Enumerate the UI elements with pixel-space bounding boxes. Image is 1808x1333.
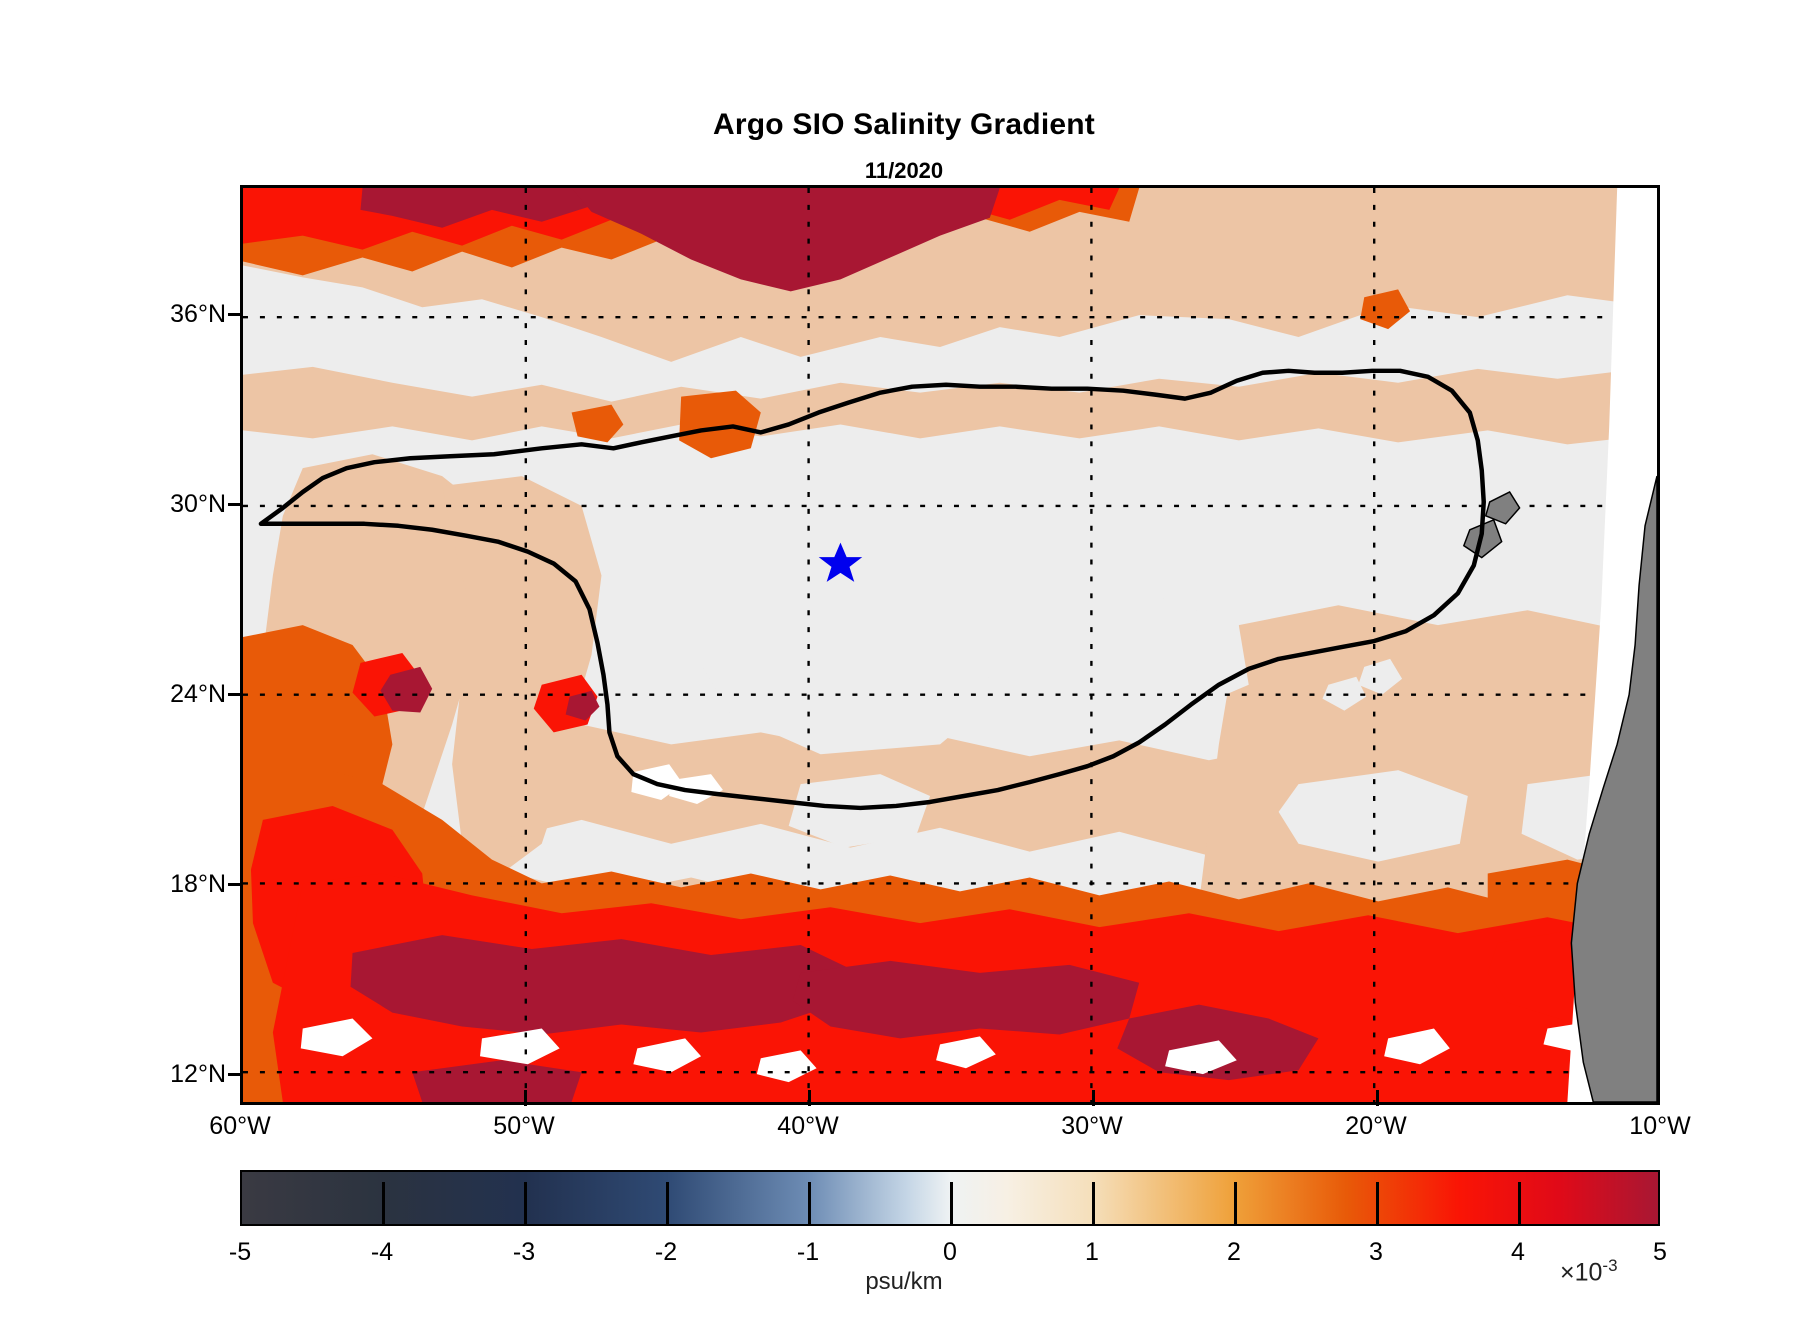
- land-island-1: [1484, 491, 1521, 525]
- xtick-label-60w: 60°W: [209, 1112, 271, 1140]
- colorbar-tick--2: [666, 1182, 669, 1226]
- xtick-mark-50w: [524, 1090, 527, 1106]
- salinity-boundary-contour: [258, 368, 1486, 811]
- colorbar-tick--4: [382, 1182, 385, 1226]
- colorbar-unit-label: psu/km: [865, 1268, 943, 1295]
- colorbar-label-2: 2: [1227, 1238, 1241, 1266]
- ytick-label-30n: 30°N: [170, 490, 226, 518]
- xtick-label-10w: 10°W: [1629, 1112, 1691, 1140]
- colorbar-label-5: 5: [1653, 1238, 1667, 1266]
- xtick-label-20w: 20°W: [1345, 1112, 1407, 1140]
- colorbar: [240, 1170, 1660, 1226]
- page-title: Argo SIO Salinity Gradient: [713, 108, 1095, 141]
- ytick-label-24n: 24°N: [170, 680, 226, 708]
- colorbar-label-1: 1: [1085, 1238, 1099, 1266]
- colorbar-label--2: -2: [654, 1238, 678, 1266]
- figure-subtitle: 11/2020: [864, 158, 944, 183]
- exponent-base: ×10: [1560, 1258, 1603, 1287]
- ytick-label-18n: 18°N: [170, 870, 226, 898]
- colorbar-label--4: -4: [370, 1238, 394, 1266]
- colorbar-tick--1: [808, 1182, 811, 1226]
- colorbar-label--3: -3: [512, 1238, 536, 1266]
- ytick-label-36n: 36°N: [170, 300, 226, 328]
- xtick-label-50w: 50°W: [493, 1112, 555, 1140]
- xtick-mark-40w: [808, 1090, 811, 1106]
- ytick-label-12n: 12°N: [170, 1060, 226, 1088]
- colorbar-label--1: -1: [796, 1238, 820, 1266]
- colorbar-tick-4: [1518, 1182, 1521, 1226]
- xtick-label-40w: 40°W: [777, 1112, 839, 1140]
- xtick-mark-20w: [1376, 1090, 1379, 1106]
- map-gridlines: [243, 188, 1657, 1102]
- xtick-mark-30w: [1092, 1090, 1095, 1106]
- colorbar-label-4: 4: [1511, 1238, 1525, 1266]
- station-marker-star: [818, 542, 863, 582]
- exponent-power: -3: [1602, 1256, 1618, 1275]
- xtick-label-30w: 30°W: [1061, 1112, 1123, 1140]
- colorbar-tick-1: [1092, 1182, 1095, 1226]
- land-polygon-africa: [1570, 475, 1657, 1102]
- ytick-mark-30n: [228, 503, 242, 506]
- map-land: [1462, 188, 1657, 1102]
- ytick-mark-18n: [228, 883, 242, 886]
- map-axes: [240, 185, 1660, 1105]
- colorbar-tick-2: [1234, 1182, 1237, 1226]
- map-contour-svg: [243, 188, 1657, 1102]
- colorbar-tick-3: [1376, 1182, 1379, 1226]
- colorbar-label--5: -5: [228, 1238, 252, 1266]
- ytick-mark-36n: [228, 313, 242, 316]
- ytick-mark-24n: [228, 693, 242, 696]
- star-glyph: [818, 542, 863, 582]
- colorbar-label-0: 0: [943, 1238, 957, 1266]
- colorbar-tick--3: [524, 1182, 527, 1226]
- ytick-mark-12n: [228, 1073, 242, 1076]
- colorbar-label-3: 3: [1369, 1238, 1383, 1266]
- colorbar-tick-0: [950, 1182, 953, 1226]
- colorbar-exponent: ×10-3: [1560, 1256, 1618, 1287]
